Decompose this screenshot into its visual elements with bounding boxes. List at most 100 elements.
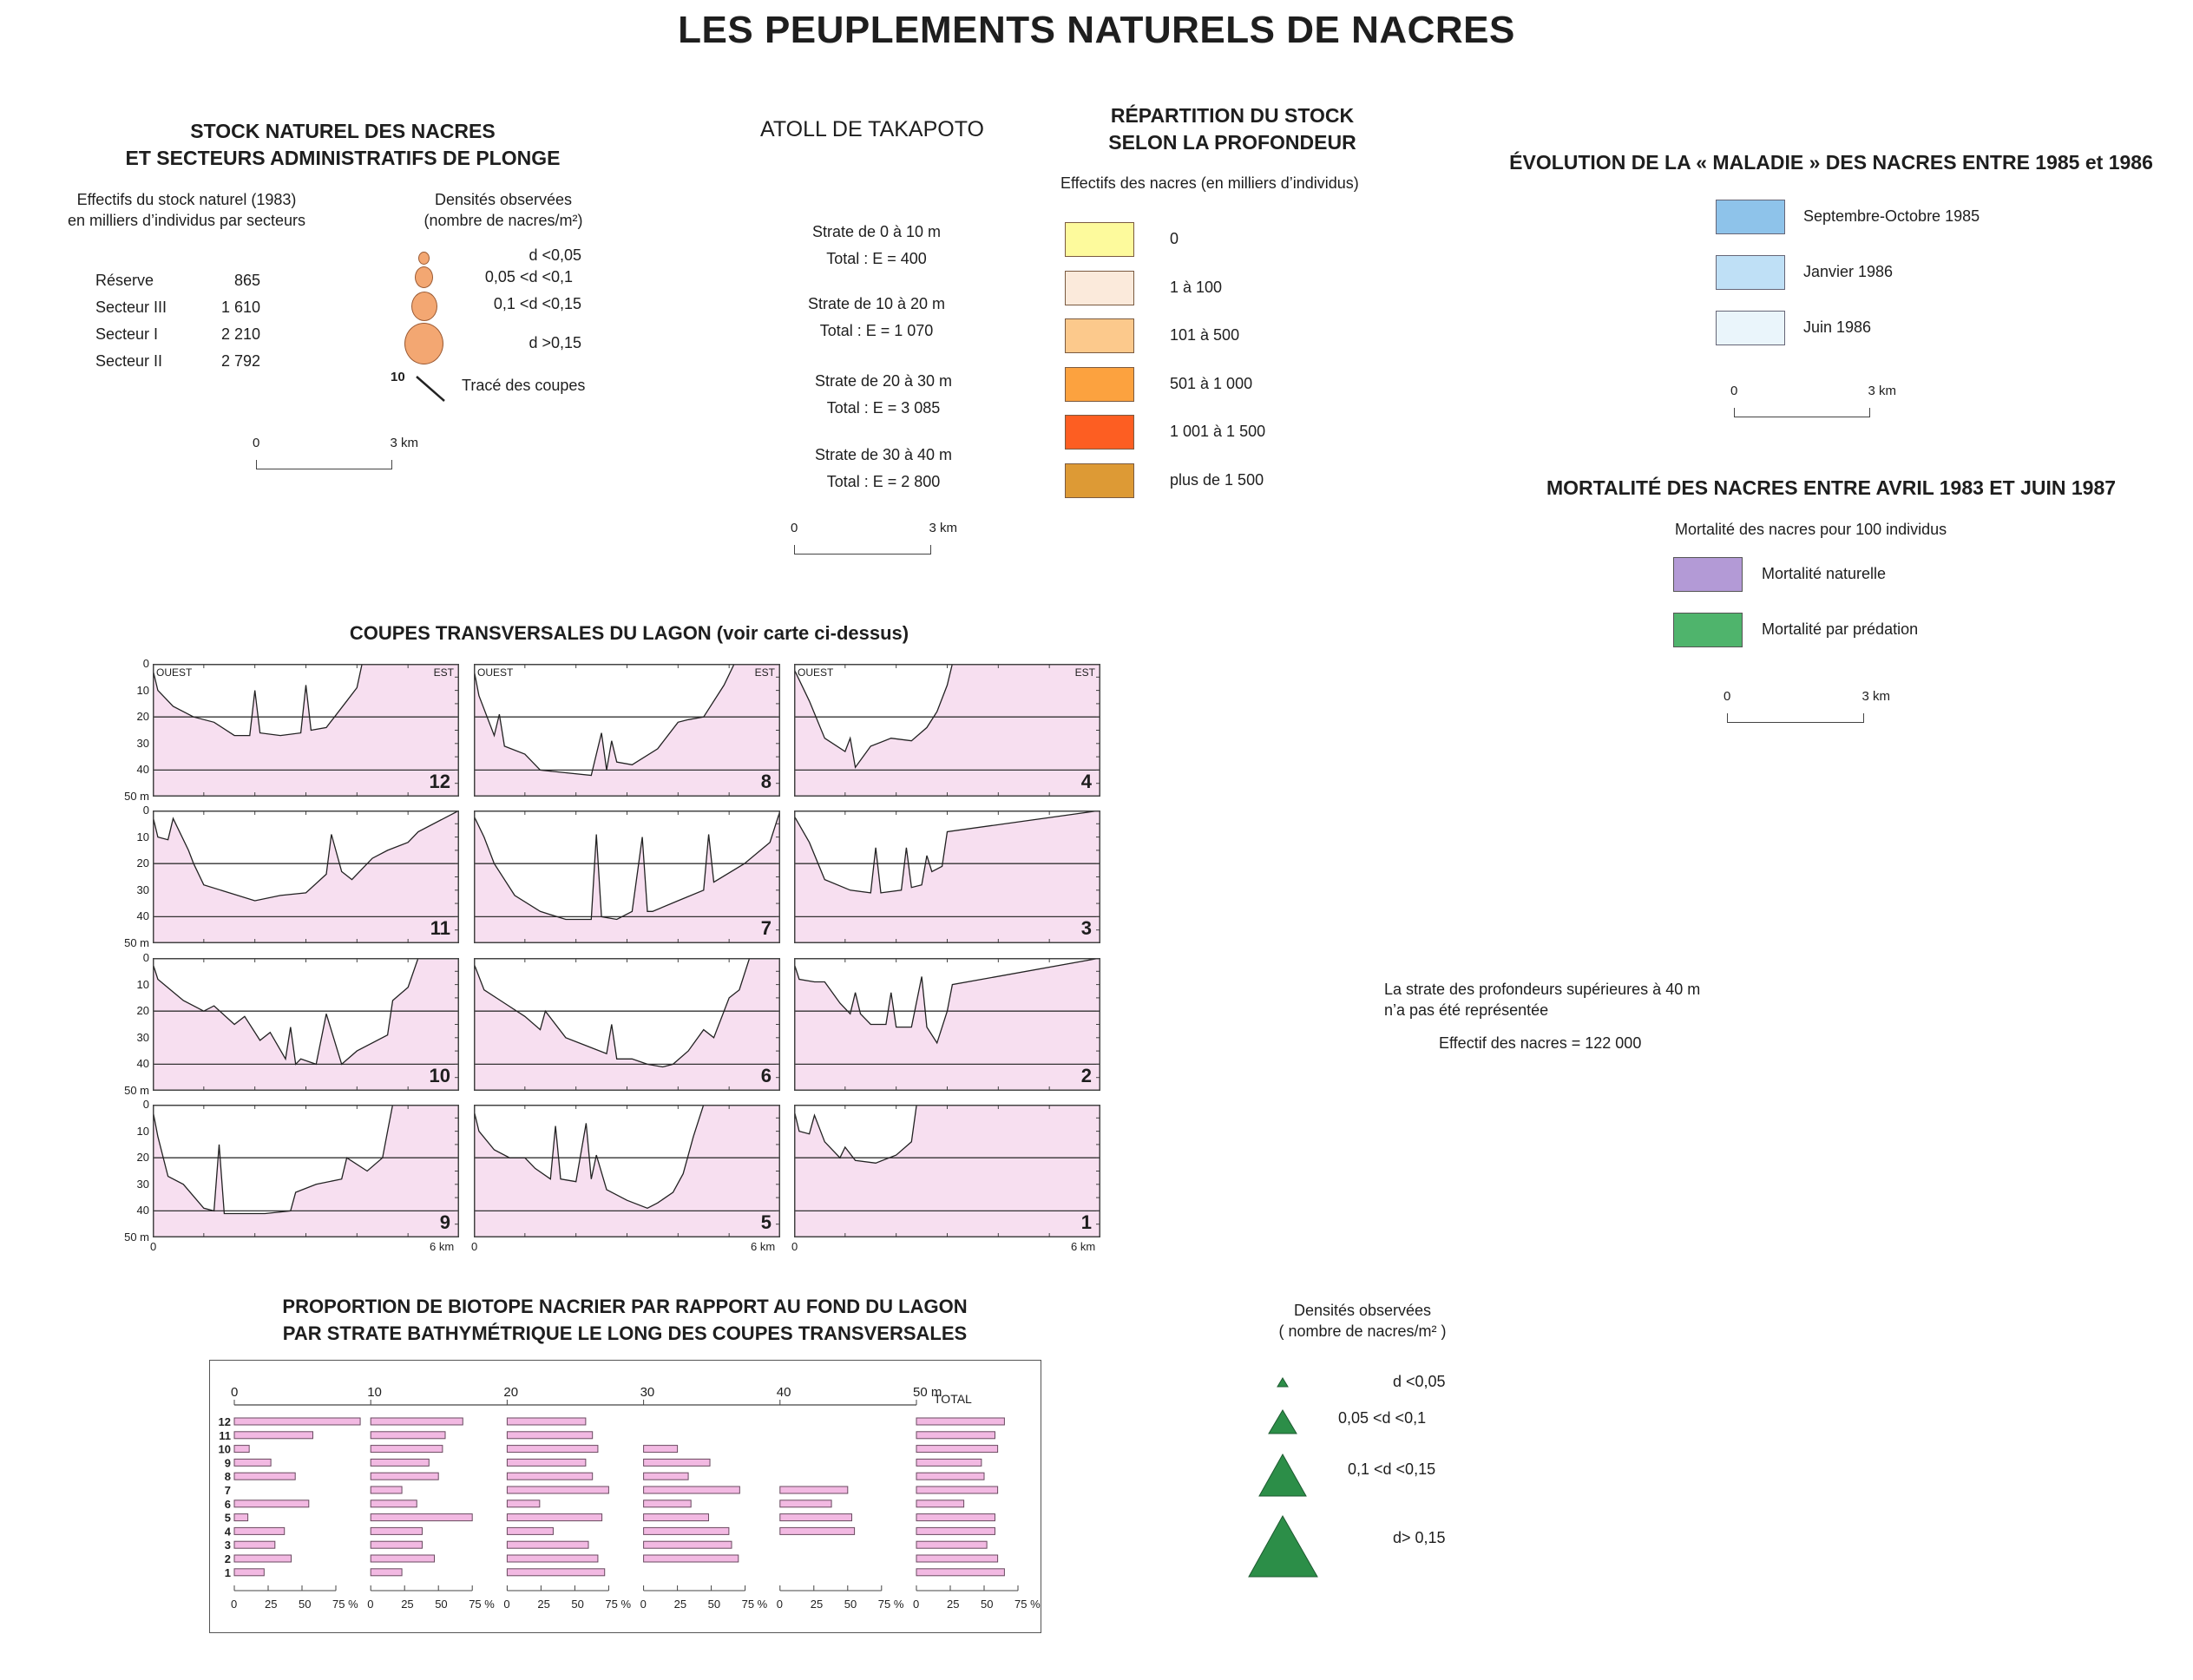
biotope-bar xyxy=(643,1513,709,1522)
x-start-label: 0 xyxy=(791,1240,798,1253)
depth-profile-line xyxy=(153,664,459,737)
scale-end: 3 km xyxy=(1868,384,1896,398)
biotope-bar xyxy=(643,1472,689,1480)
x-start-label: 0 xyxy=(150,1240,157,1253)
y-tick-label: 50 m xyxy=(124,1230,149,1244)
biotope-bar xyxy=(779,1513,852,1522)
seabed-fill xyxy=(474,664,780,797)
scale-start: 0 xyxy=(1724,689,1731,704)
row-label: 6 xyxy=(225,1498,231,1511)
profile-svg: 7 xyxy=(474,810,780,943)
scale-end: 3 km xyxy=(929,521,957,535)
y-tick-label: 40 xyxy=(136,1204,149,1217)
biotope-bar xyxy=(233,1431,313,1440)
strate-total: Total : E = 2 800 xyxy=(826,473,941,490)
scale-start: 0 xyxy=(791,521,798,535)
profile-number: 11 xyxy=(430,917,450,939)
biotope-bar xyxy=(370,1417,463,1426)
scale-end: 3 km xyxy=(1861,689,1890,704)
mortalite-swatch xyxy=(1673,557,1743,592)
west-label: OUEST xyxy=(477,666,514,679)
density-class-label: 0,1 <d <0,15 xyxy=(493,295,581,312)
biotope-bar xyxy=(779,1500,832,1508)
repartition-label: 1 001 à 1 500 xyxy=(1170,423,1266,440)
y-tick-label: 20 xyxy=(136,710,149,724)
repartition-title: RÉPARTITION DU STOCK SELON LA PROFONDEUR xyxy=(1059,102,1406,156)
effectifs-label-line2: en milliers d’individus par secteurs xyxy=(67,212,306,229)
sector-value: 2 210 xyxy=(220,325,260,343)
row-label: 4 xyxy=(225,1525,232,1538)
biotope-bar xyxy=(643,1554,739,1563)
percent-axis-label: 25 xyxy=(401,1598,413,1611)
biotope-bar-chart: 0 10 20 30 40 50 m TOTAL 12 11 10 9 8 7 6 5 4 3 2 1 0 25 50 75… xyxy=(209,1360,1041,1633)
percent-axis-label: 0 xyxy=(913,1598,919,1611)
effectifs-label: Effectifs du stock naturel (1983) en mil… xyxy=(43,189,330,231)
profile-svg: 4 OUEST EST xyxy=(794,664,1100,797)
triangle-class-label: d <0,05 xyxy=(1393,1373,1446,1390)
biotope-bar xyxy=(506,1568,606,1577)
y-tick-label: 20 xyxy=(136,1151,149,1165)
y-tick-label: 0 xyxy=(142,1098,149,1111)
profile-svg: 2 xyxy=(794,958,1100,1091)
profile-number: 12 xyxy=(430,771,450,792)
percent-axis-label: 50 xyxy=(571,1598,583,1611)
biotope-bar xyxy=(506,1526,554,1535)
repartition-subtitle: Effectifs des nacres (en milliers d’indi… xyxy=(1060,174,1359,192)
depth-note-line1: La strate des profondeurs supérieures à … xyxy=(1384,981,1701,998)
biotope-bar xyxy=(506,1472,594,1480)
biotope-bar xyxy=(233,1526,286,1535)
biotope-bar xyxy=(370,1431,446,1440)
percent-axis-label: 50 xyxy=(299,1598,311,1611)
density-circle-s-icon xyxy=(415,266,433,288)
biotope-bar xyxy=(233,1458,272,1467)
profile-number: 7 xyxy=(761,917,771,939)
scale-end: 3 km xyxy=(390,436,418,450)
maladie-label: Septembre-Octobre 1985 xyxy=(1803,207,1980,225)
profile-number: 2 xyxy=(1081,1065,1092,1086)
percent-axis-label: 0 xyxy=(231,1598,237,1611)
biotope-bar xyxy=(506,1486,609,1494)
profile-panel: 3 xyxy=(794,810,1100,943)
biotope-bar xyxy=(916,1445,999,1454)
sector-name: Secteur III xyxy=(95,299,167,316)
depth-axis-label: 50 m xyxy=(913,1385,942,1400)
scale-bar: 0 3 km xyxy=(1724,689,1890,725)
percent-axis-label: 50 xyxy=(435,1598,447,1611)
biotope-bar xyxy=(233,1500,310,1508)
row-label: 7 xyxy=(225,1484,231,1497)
y-tick-label: 0 xyxy=(142,657,149,670)
profile-svg: 6 xyxy=(474,958,780,1091)
biotope-bar xyxy=(916,1486,999,1494)
repartition-swatch xyxy=(1065,318,1134,353)
biotope-bar xyxy=(370,1500,417,1508)
profile-panel: 5 xyxy=(474,1105,780,1237)
row-label: 12 xyxy=(219,1415,231,1428)
biotope-bar xyxy=(643,1500,692,1508)
density-title-line2: (nombre de nacres/m²) xyxy=(423,212,583,229)
seabed-fill xyxy=(794,958,1100,1091)
profile-svg: 8 OUEST EST xyxy=(474,664,780,797)
east-label: EST xyxy=(1075,666,1096,679)
east-label: EST xyxy=(434,666,455,679)
scale-start: 0 xyxy=(1730,384,1738,398)
mortalite-subtitle: Mortalité des nacres pour 100 individus xyxy=(1675,521,1947,538)
west-label: OUEST xyxy=(798,666,834,679)
triangle-class-label: d> 0,15 xyxy=(1393,1529,1446,1546)
density-title-line1: Densités observées xyxy=(434,191,573,208)
percent-axis-label: 25 xyxy=(947,1598,959,1611)
stock-title-line1: STOCK NATUREL DES NACRES xyxy=(190,120,496,142)
percent-axis-label: 50 xyxy=(981,1598,993,1611)
profile-svg: 10 xyxy=(153,958,459,1091)
biotope-bar xyxy=(370,1445,443,1454)
percent-axis-label: 75 % xyxy=(605,1598,631,1611)
triangle-legend-title: Densités observées ( nombre de nacres/m²… xyxy=(1250,1300,1475,1342)
depth-profile-line xyxy=(153,1105,459,1215)
biotope-bar xyxy=(916,1458,982,1467)
repartition-label: 101 à 500 xyxy=(1170,326,1240,344)
biotope-bar xyxy=(916,1431,995,1440)
sector-value: 1 610 xyxy=(220,299,260,316)
profile-svg: 5 xyxy=(474,1105,780,1237)
depth-note: La strate des profondeurs supérieures à … xyxy=(1384,979,1700,1020)
profile-svg: 9 xyxy=(153,1105,459,1237)
